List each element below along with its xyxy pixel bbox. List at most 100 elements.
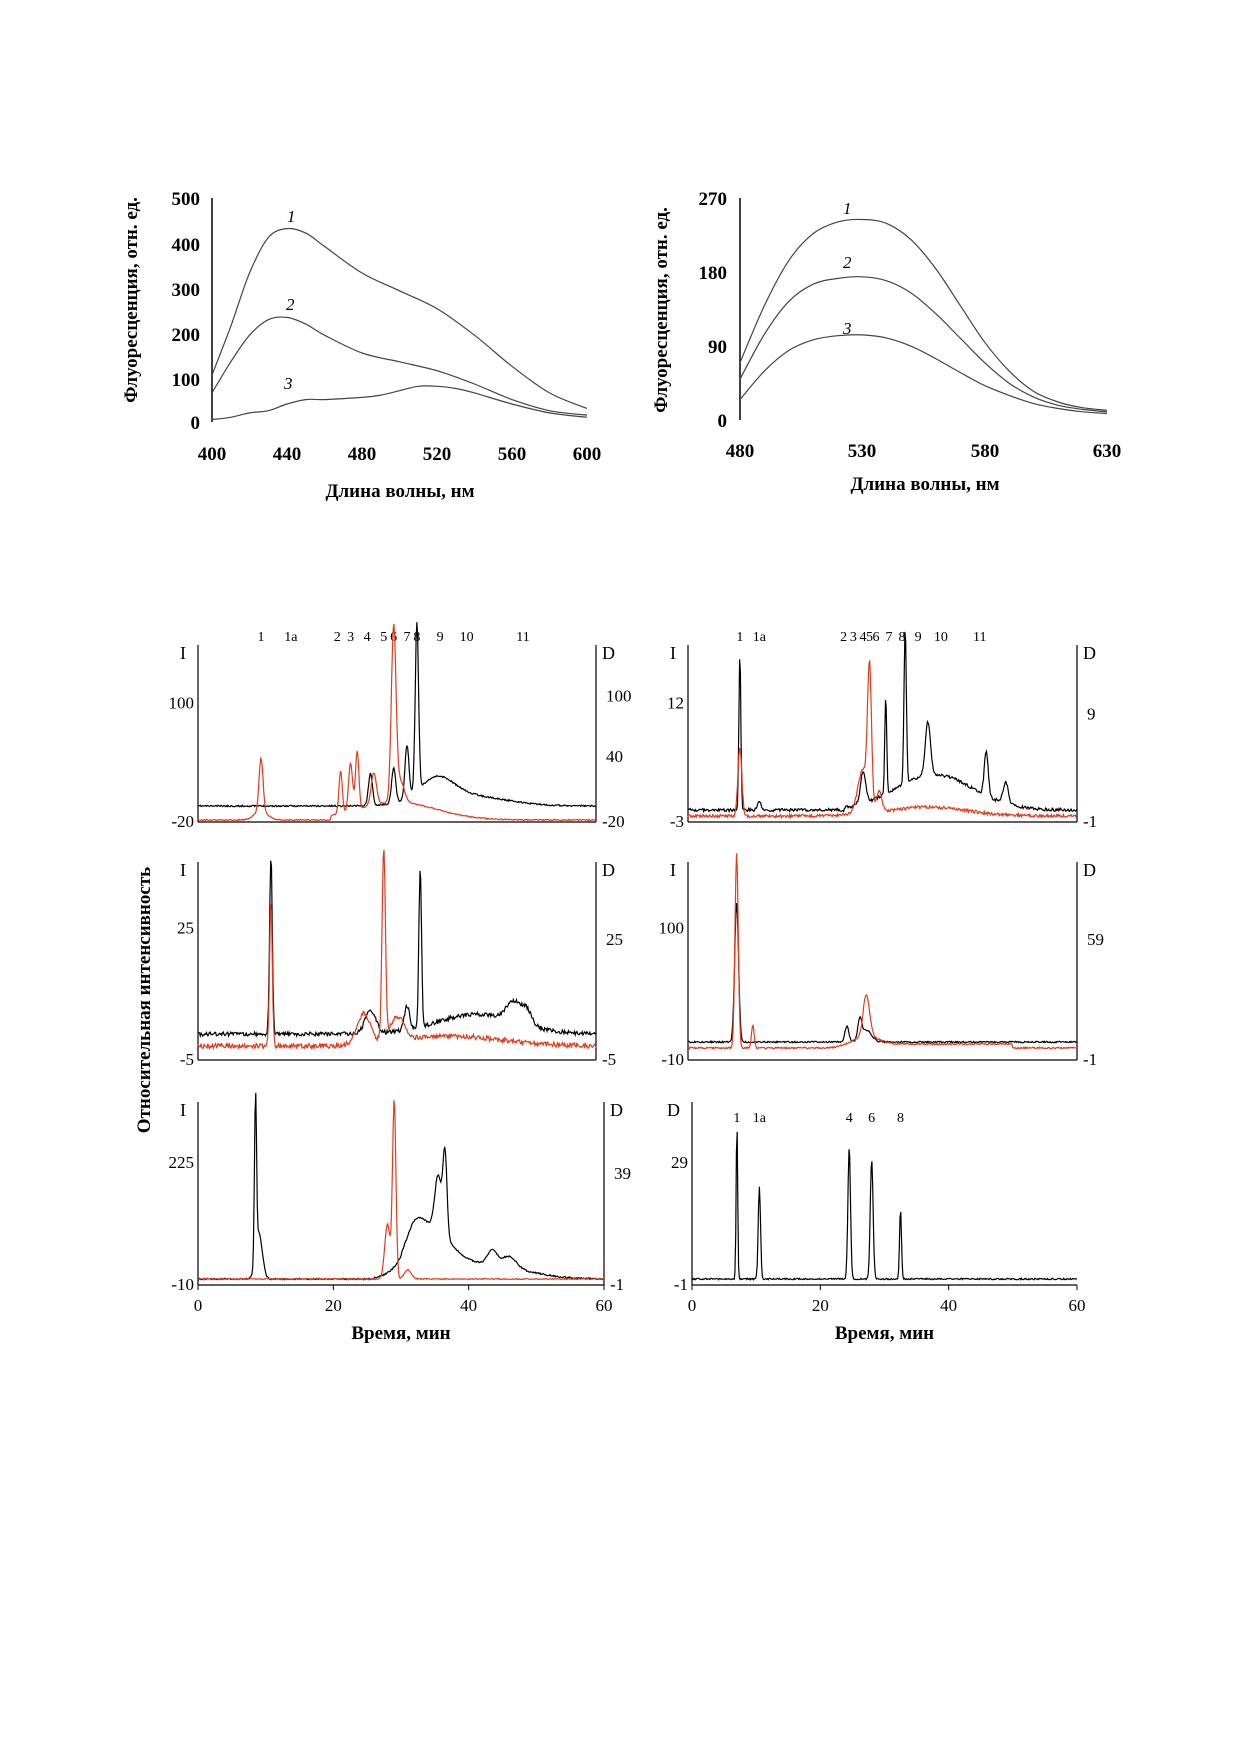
spec-b-label-1: 1 [843, 199, 852, 218]
left-axis-label: I [670, 860, 676, 880]
left-tick: -3 [670, 812, 684, 831]
left-tick: -10 [661, 1050, 684, 1069]
left-tick: 12 [667, 694, 684, 713]
spec-a-ytick-0: 0 [191, 413, 201, 434]
chromatogram-6: D 29 -1 1 1a 4 6 8 0 20 40 60 Время, мин [667, 1100, 1086, 1344]
x-axis-label: Время, мин [351, 1323, 450, 1344]
spec-b-ytick-270: 270 [699, 189, 728, 210]
spec-a-xtick-600: 600 [573, 444, 602, 465]
spec-a-series-1 [211, 227, 588, 410]
peak-label-4: 4 [860, 630, 867, 645]
trace-red [687, 659, 1078, 820]
peak-label-5: 5 [380, 630, 387, 645]
right-tick: 59 [1087, 930, 1104, 949]
spec-b-xtick-480: 480 [726, 441, 755, 462]
right-tick: 100 [606, 687, 632, 706]
right-axis-label: D [1083, 860, 1096, 880]
spec-a-label-2: 2 [286, 295, 295, 314]
peak-label-6: 6 [390, 630, 397, 645]
peak-label-1a: 1a [753, 1111, 767, 1126]
peak-label-4: 4 [846, 1111, 853, 1126]
left-tick: 100 [659, 918, 685, 937]
chromatogram-1: I D 100 -20 100 40 -20 1 1a 2 3 4 5 6 7 8 9 10 11 [169, 622, 632, 831]
right-tick: -20 [602, 812, 625, 831]
right-axis-label: D [602, 860, 615, 880]
shared-ylabel: Относительная интенсивность [134, 867, 155, 1133]
peak-label-4: 4 [364, 630, 371, 645]
peak-label-10: 10 [460, 630, 474, 645]
right-tick: 40 [606, 747, 623, 766]
spectrum-a: Флуоресценция, отн. ед. 500 400 300 200 … [121, 189, 601, 502]
left-tick: 29 [671, 1153, 688, 1172]
spec-a-ytick-100: 100 [172, 370, 201, 391]
left-tick: -5 [180, 1050, 194, 1069]
right-tick: 39 [614, 1164, 631, 1183]
left-axis-label: I [180, 860, 186, 880]
right-tick: -1 [1083, 1050, 1097, 1069]
right-tick: -1 [1083, 812, 1097, 831]
spec-b-xtick-580: 580 [971, 441, 1000, 462]
spec-a-ytick-300: 300 [172, 280, 201, 301]
spectrum-b: Флуоресценция, отн. ед. 270 180 90 0 480… [651, 189, 1121, 495]
x-tick-20: 20 [812, 1296, 829, 1315]
trace-red [687, 853, 1078, 1050]
peak-label-1a: 1a [284, 630, 298, 645]
spec-b-xlabel: Длина волны, нм [850, 474, 999, 495]
right-tick: -5 [602, 1050, 616, 1069]
spec-a-ytick-400: 400 [172, 235, 201, 256]
spec-b-xtick-530: 530 [848, 441, 877, 462]
left-axis-label: I [180, 1100, 186, 1120]
peak-label-1: 1 [733, 1111, 740, 1126]
peak-label-8: 8 [413, 630, 420, 645]
spec-b-ytick-90: 90 [708, 337, 727, 358]
peak-label-8: 8 [897, 1111, 904, 1126]
peak-label-2: 2 [334, 630, 341, 645]
x-tick-40: 40 [940, 1296, 957, 1315]
peak-label-3: 3 [850, 630, 857, 645]
spec-a-series-3 [211, 385, 588, 421]
spec-a-xtick-480: 480 [348, 444, 377, 465]
left-tick: -20 [171, 812, 194, 831]
peak-label-9: 9 [437, 630, 444, 645]
peak-label-2: 2 [840, 630, 847, 645]
right-axis-label: D [1083, 643, 1096, 663]
spec-b-ytick-180: 180 [699, 263, 728, 284]
trace-red [197, 849, 597, 1051]
x-tick-0: 0 [194, 1296, 203, 1315]
x-tick-0: 0 [688, 1296, 697, 1315]
x-tick-60: 60 [596, 1296, 613, 1315]
trace-black [688, 902, 1078, 1044]
peak-label-5: 5 [866, 630, 873, 645]
left-tick: -1 [674, 1275, 688, 1294]
chromatogram-3: I D 25 -5 25 -5 [177, 849, 623, 1069]
trace-black [197, 622, 597, 808]
spec-a-xtick-560: 560 [498, 444, 527, 465]
spec-b-series-1 [739, 218, 1108, 411]
spec-b-series-3 [739, 334, 1108, 415]
trace-black [197, 860, 597, 1039]
peak-label-1a: 1a [753, 630, 767, 645]
trace-red [197, 623, 597, 822]
left-tick: 25 [177, 918, 194, 937]
peak-label-1: 1 [736, 630, 743, 645]
peak-label-1: 1 [258, 630, 265, 645]
left-axis-label: I [180, 643, 186, 663]
x-tick-20: 20 [325, 1296, 342, 1315]
spec-a-xtick-520: 520 [423, 444, 452, 465]
right-axis-label: D [602, 643, 615, 663]
left-axis-label: D [667, 1100, 680, 1120]
trace-black [691, 1131, 1078, 1281]
spec-a-xtick-440: 440 [273, 444, 302, 465]
trace-red [197, 1100, 605, 1281]
x-axis-label: Время, мин [835, 1323, 934, 1344]
right-axis-label: D [610, 1100, 623, 1120]
spec-a-ytitle: Флуоресценция, отн. ед. [121, 197, 142, 403]
left-axis-label: I [670, 643, 676, 663]
x-tick-40: 40 [460, 1296, 477, 1315]
trace-black [197, 1092, 605, 1281]
right-tick: 25 [606, 930, 623, 949]
spec-a-ytick-500: 500 [172, 189, 201, 210]
spec-b-xtick-630: 630 [1093, 441, 1122, 462]
